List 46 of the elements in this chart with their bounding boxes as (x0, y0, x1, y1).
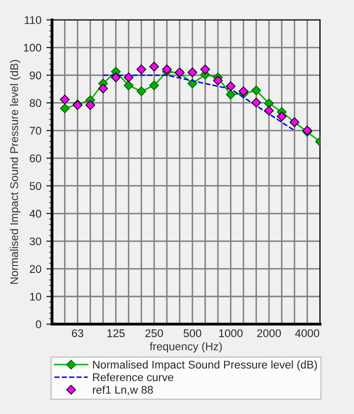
point (251, 98, 262, 108)
y-tick-label: 60 (30, 154, 42, 162)
y-tick-label: 90 (30, 71, 42, 80)
x-tick-label: 1000 (219, 329, 243, 338)
point (136, 64, 146, 74)
y-tick-label: 30 (30, 237, 42, 246)
point (226, 81, 236, 92)
point (213, 76, 223, 86)
point (149, 80, 159, 90)
point (136, 86, 146, 96)
y-tick-label: 70 (30, 126, 42, 135)
x-tick-label: 500 (184, 329, 202, 338)
point (226, 90, 236, 100)
y-tick-label: 100 (24, 44, 42, 52)
y-tick-label: 20 (30, 265, 42, 273)
x-axis-title: frequency (Hz) (150, 342, 222, 353)
point (98, 84, 108, 94)
x-tick-label: 2000 (257, 329, 281, 338)
point (276, 112, 287, 122)
y-tick-label: 40 (30, 210, 42, 218)
y-axis-title: Normalised Impact Sound Pressure level (dB) (10, 60, 20, 284)
point (111, 72, 121, 82)
point (251, 86, 262, 96)
point (60, 104, 70, 114)
point (124, 80, 134, 90)
x-tick-label: 63 (72, 329, 84, 338)
y-tick-label: 110 (24, 16, 42, 24)
point (85, 100, 96, 110)
y-tick-label: 10 (30, 292, 42, 301)
point (124, 72, 134, 82)
legend-label: Reference curve (93, 373, 174, 382)
x-tick-label: 250 (145, 329, 163, 338)
y-tick-label: 50 (30, 182, 42, 190)
y-tick-label: 0 (36, 320, 42, 328)
point (200, 64, 210, 74)
point (264, 106, 274, 116)
point (188, 68, 198, 78)
point (149, 62, 159, 72)
point (264, 98, 274, 108)
legend-label: ref1 Ln,w 88 (92, 386, 153, 396)
y-tick-label: 80 (30, 99, 42, 107)
point (238, 86, 248, 96)
x-tick-label: 4000 (295, 329, 320, 338)
point (60, 94, 70, 104)
legend-label: Normalised Impact Sound Pressure level (dB) (93, 360, 317, 371)
x-tick-label: 125 (107, 329, 125, 338)
